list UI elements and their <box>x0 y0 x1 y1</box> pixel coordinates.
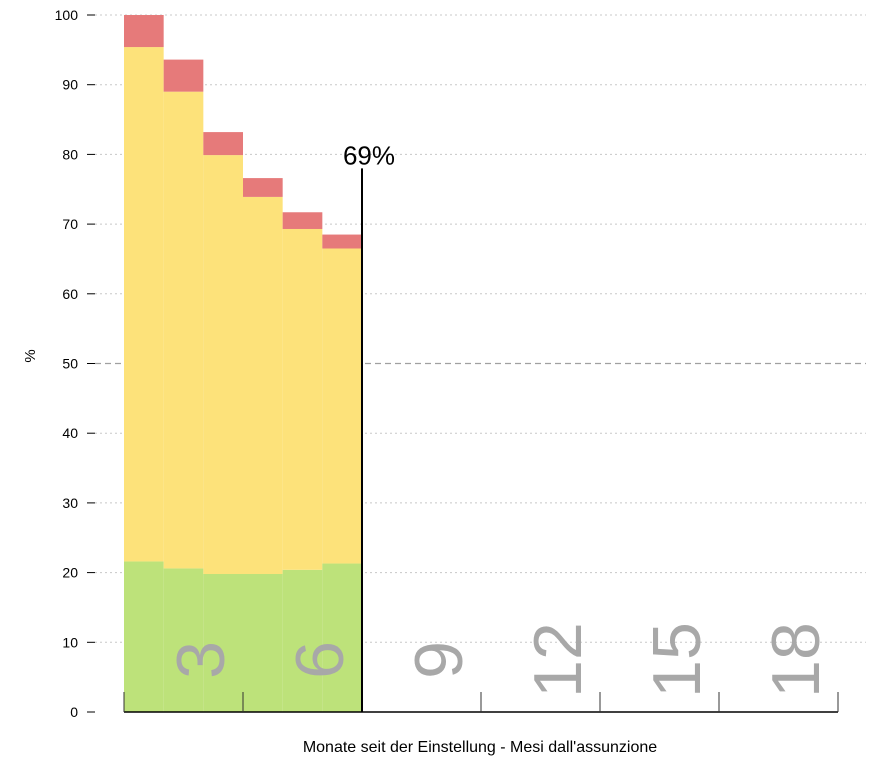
bar-segment-yellow <box>164 92 204 569</box>
bar-segment-red <box>283 212 323 229</box>
bars <box>124 15 362 712</box>
bar-segment-red <box>164 60 204 92</box>
y-tick-label: 50 <box>62 356 78 372</box>
big-x-label: 9 <box>401 641 477 679</box>
bar-segment-green <box>164 568 204 712</box>
bar-segment-green <box>322 564 362 712</box>
bar-segment-yellow <box>243 197 283 574</box>
bar-segment-green <box>124 561 164 712</box>
bar-segment-yellow <box>203 155 243 574</box>
y-tick-label: 80 <box>62 146 78 162</box>
bar-segment-green <box>243 574 283 712</box>
bar-segment-red <box>124 15 164 47</box>
y-tick-label: 60 <box>62 286 78 302</box>
y-tick-label: 100 <box>55 7 79 23</box>
y-tick-label: 20 <box>62 565 78 581</box>
big-x-label: 6 <box>282 641 358 679</box>
big-x-label: 3 <box>163 641 239 679</box>
y-tick-label: 10 <box>62 634 78 650</box>
bar-segment-yellow <box>124 47 164 561</box>
y-axis-label: % <box>22 349 39 362</box>
big-x-label: 12 <box>520 622 596 698</box>
bar-segment-red <box>243 178 283 197</box>
y-tick-label: 70 <box>62 216 78 232</box>
bar-segment-yellow <box>322 248 362 563</box>
reference-line-label: 69% <box>343 140 395 170</box>
y-tick-label: 30 <box>62 495 78 511</box>
y-tick-label: 0 <box>70 704 78 720</box>
big-x-label: 15 <box>639 622 715 698</box>
y-tick-label: 90 <box>62 77 78 93</box>
x-axis-label: Monate seit der Einstellung - Mesi dall'… <box>303 739 657 756</box>
y-tick-labels: 0 10 20 30 40 50 60 70 80 90 100 <box>55 7 95 720</box>
bar-segment-red <box>203 132 243 155</box>
bar-segment-green <box>283 570 323 712</box>
big-x-label: 18 <box>758 622 834 698</box>
bar-segment-yellow <box>283 229 323 570</box>
bar-segment-red <box>322 235 362 249</box>
y-tick-label: 40 <box>62 425 78 441</box>
